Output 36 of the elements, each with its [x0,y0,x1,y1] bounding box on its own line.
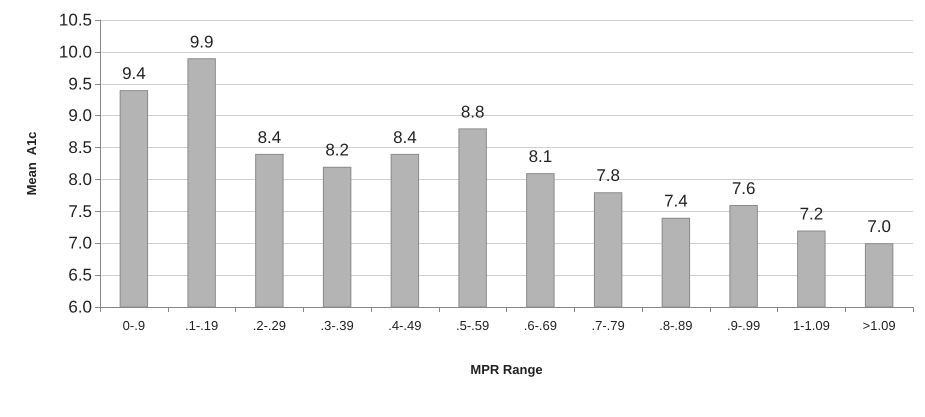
x-tick-label: >1.09 [862,318,896,333]
data-label: 9.4 [122,64,146,84]
x-tick-label: 0-.9 [122,318,146,333]
data-label: 8.4 [258,128,282,147]
x-tick-label: .4-.49 [388,318,422,333]
y-tick-label: 6.5 [68,266,92,285]
x-tick-label: .2-.29 [252,318,286,333]
data-label: 8.2 [325,140,349,160]
y-tick-label: 10.5 [58,10,92,30]
y-tick-label: 10.0 [58,42,92,62]
data-label: 7.0 [867,217,891,236]
x-tick-label: .1-.19 [185,318,218,333]
y-tick-label: 6.0 [68,298,92,316]
data-label: 7.6 [732,178,756,198]
y-tick-label: 9.0 [68,106,92,126]
data-label: 9.9 [190,32,214,52]
x-tick-label: .6-.69 [524,318,557,333]
x-tick-label: 1-1.09 [792,318,830,333]
data-label: 8.1 [528,147,552,166]
x-axis-title: MPR Range [470,362,543,377]
data-label: 7.4 [664,192,688,211]
x-tick-label: .8-.89 [659,318,692,333]
x-tick-label: .7-.79 [592,318,625,333]
y-tick-label: 8.0 [68,170,92,189]
data-label: 8.4 [393,128,417,147]
y-axis-title: Mean A1c [24,132,39,196]
data-label: 7.8 [596,166,620,186]
data-label: 7.2 [800,204,824,224]
data-label: 8.8 [460,102,484,122]
x-tick-label: .3-.39 [320,318,354,333]
x-tick-label: .5-.59 [456,318,490,333]
x-tick-label: .9-.99 [727,318,760,333]
y-tick-label: 7.5 [68,202,92,221]
y-tick-label: 8.5 [68,138,92,158]
y-tick-label: 7.0 [68,234,92,253]
y-tick-label: 9.5 [68,74,92,94]
